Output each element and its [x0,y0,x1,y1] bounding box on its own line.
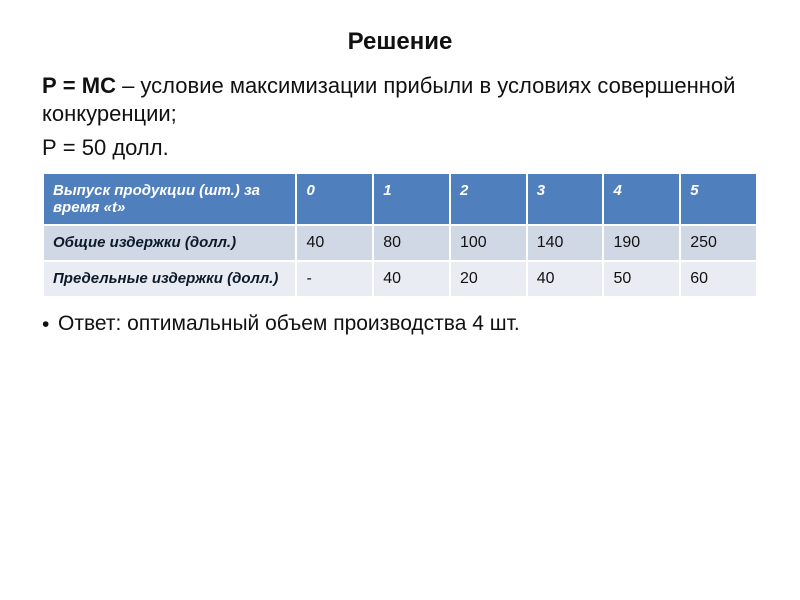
table-header-cell: 3 [528,174,603,224]
table-header-cell: 4 [604,174,679,224]
formula-line: Р = МС – условие максимизации прибыли в … [42,72,758,128]
table-row: Общие издержки (долл.) 40 80 100 140 190… [44,226,756,260]
table-cell: 20 [451,262,526,296]
table-header-cell: 5 [681,174,756,224]
econ-table: Выпуск продукции (шт.) за время «t» 0 1 … [42,172,758,298]
table-cell: 40 [374,262,449,296]
table-row: Предельные издержки (долл.) - 40 20 40 5… [44,262,756,296]
bullet-icon: • [42,312,58,338]
table-row-label: Предельные издержки (долл.) [44,262,295,296]
answer-line: • Ответ: оптимальный объем производства … [42,312,758,338]
table-cell: 80 [374,226,449,260]
table-cell: 100 [451,226,526,260]
formula-tail: – условие максимизации прибыли в условия… [42,73,735,126]
table-header-cell: 2 [451,174,526,224]
formula-strong: Р = МС [42,73,116,98]
table-header-cell: 1 [374,174,449,224]
table-cell: 190 [604,226,679,260]
table-header-row: Выпуск продукции (шт.) за время «t» 0 1 … [44,174,756,224]
table-cell: 60 [681,262,756,296]
table-header-cell: 0 [297,174,372,224]
table-cell: 50 [604,262,679,296]
table-header-cell: Выпуск продукции (шт.) за время «t» [44,174,295,224]
answer-text: Ответ: оптимальный объем производства 4 … [58,312,520,338]
page-title: Решение [42,28,758,56]
table-cell: 140 [528,226,603,260]
price-line: Р = 50 долл. [42,134,758,162]
table-cell: 40 [297,226,372,260]
table-cell: 250 [681,226,756,260]
table-row-label: Общие издержки (долл.) [44,226,295,260]
table-cell: - [297,262,372,296]
table-cell: 40 [528,262,603,296]
